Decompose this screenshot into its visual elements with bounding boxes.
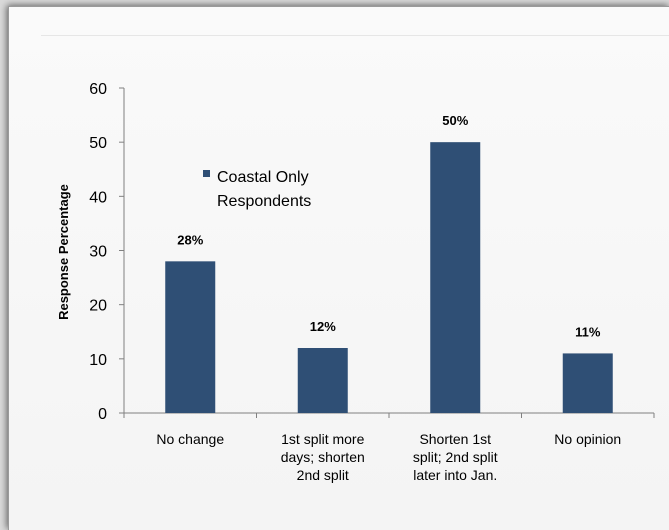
chart-frame <box>8 6 669 530</box>
chart-panel <box>8 6 669 530</box>
category-label: No change <box>156 431 224 447</box>
y-tick-label: 0 <box>98 406 107 423</box>
y-tick-label: 10 <box>89 352 107 369</box>
category-label: Shorten 1st <box>419 431 491 447</box>
y-tick-label: 20 <box>89 298 107 315</box>
y-axis: 0 10 20 30 40 50 60 <box>89 81 125 423</box>
bar <box>562 353 613 413</box>
category-labels: No change 1st split more days; shorten 2nd … <box>156 431 621 483</box>
category-label: 1st split more <box>281 431 364 447</box>
category-label: 2nd split <box>297 467 349 483</box>
y-axis-label: Response Percentage <box>56 184 71 320</box>
y-tick-label: 60 <box>89 81 107 98</box>
category-label: No opinion <box>554 431 621 447</box>
bar <box>165 261 216 413</box>
bar <box>430 142 481 413</box>
category-label: split; 2nd split <box>413 449 498 465</box>
legend-label: Coastal Only Respondents <box>217 169 311 210</box>
category-label: days; shorten <box>281 449 365 465</box>
bar-value-label: 28% <box>177 232 203 247</box>
y-tick-label: 30 <box>89 244 107 261</box>
y-tick-label: 50 <box>89 135 107 152</box>
panel-divider <box>41 35 669 36</box>
bar-value-label: 50% <box>442 113 468 128</box>
x-axis <box>123 412 655 418</box>
legend-label-line: Respondents <box>217 193 311 210</box>
bar-series <box>165 142 613 413</box>
y-tick-label: 40 <box>89 189 107 206</box>
bar-value-label: 11% <box>575 324 601 339</box>
legend-label-line: Coastal Only <box>217 169 309 186</box>
legend: Coastal Only Respondents <box>203 169 311 210</box>
data-labels: 28% 12% 50% 11% <box>177 113 601 339</box>
bar-value-label: 12% <box>310 319 336 334</box>
legend-swatch <box>203 170 210 177</box>
bar <box>297 348 348 413</box>
category-label: later into Jan. <box>413 467 497 483</box>
